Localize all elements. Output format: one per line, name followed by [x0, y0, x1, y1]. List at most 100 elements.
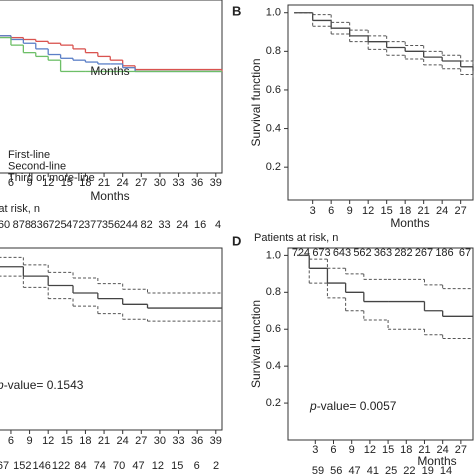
at-risk-number: 15: [171, 460, 183, 472]
x-tick-label: 18: [79, 435, 91, 447]
x-tick-label: 30: [154, 435, 166, 447]
plot-frame: [0, 247, 223, 431]
y-tick-label: 0.6: [266, 323, 281, 335]
x-tick-label: 12: [362, 205, 374, 217]
x-tick-label: 15: [382, 444, 394, 456]
p-symbol: p: [309, 399, 317, 413]
at-risk-number: 56: [330, 465, 342, 474]
plot-frame: [0, 0, 223, 174]
x-axis-label: Months: [90, 189, 129, 203]
at-risk-number: 12: [152, 460, 164, 472]
at-risk-number: 74: [94, 460, 106, 472]
x-tick-label: 6: [8, 435, 14, 447]
risk-label: Patients at risk, n: [254, 232, 338, 244]
x-tick-label: 18: [79, 177, 91, 189]
panel-letter: B: [232, 3, 241, 18]
p-value: p-value= 0.1543: [0, 378, 84, 392]
x-tick-label: 12: [364, 444, 376, 456]
at-risk-number: 25: [385, 465, 397, 474]
x-tick-label: 12: [42, 435, 54, 447]
annotation: Months: [90, 64, 129, 78]
p-value: p-value= 0.0057: [309, 399, 397, 413]
at-risk-number: 82: [141, 219, 153, 231]
x-tick-label: 21: [98, 177, 110, 189]
x-tick-label: 36: [191, 435, 203, 447]
at-risk-number: 673: [312, 247, 330, 259]
plot-frame: [287, 247, 474, 441]
at-risk-number: 186: [435, 247, 453, 259]
y-axis-label: Survival function: [249, 300, 263, 388]
x-tick-label: 6: [8, 177, 14, 189]
at-risk-number: 377: [84, 219, 102, 231]
x-tick-label: 9: [347, 205, 353, 217]
p-label: -value=: [317, 399, 360, 413]
at-risk-number: 122: [52, 460, 70, 472]
at-risk-number: 4: [215, 219, 221, 231]
at-risk-number: 363: [374, 247, 392, 259]
risk-label: Patients at risk, n: [0, 203, 40, 215]
plot-frame: [287, 4, 474, 201]
x-tick-label: 15: [61, 435, 73, 447]
at-risk-number: 33: [158, 219, 170, 231]
x-tick-label: 24: [436, 205, 448, 217]
at-risk-number: 24: [176, 219, 188, 231]
at-risk-number: 67: [459, 247, 471, 259]
legend-entry: Third or more-line: [8, 172, 95, 184]
at-risk-number: 878: [13, 219, 31, 231]
at-risk-number: 41: [367, 465, 379, 474]
at-risk-number: 643: [333, 247, 351, 259]
y-tick-label: 0.2: [266, 161, 281, 173]
p-number: 0.1543: [47, 378, 84, 392]
x-tick-label: 9: [349, 444, 355, 456]
x-axis-label: Months: [390, 216, 429, 230]
x-tick-label: 3: [310, 205, 316, 217]
x-tick-label: 36: [191, 177, 203, 189]
at-risk-number: 282: [394, 247, 412, 259]
x-tick-label: 30: [154, 177, 166, 189]
legend-entry: Second-line: [8, 160, 66, 172]
at-risk-number: 267: [415, 247, 433, 259]
x-tick-label: 27: [135, 177, 147, 189]
at-risk-number: 70: [113, 460, 125, 472]
x-tick-label: 39: [210, 435, 222, 447]
at-risk-number: 562: [353, 247, 371, 259]
x-tick-label: 3: [312, 444, 318, 456]
at-risk-number: 2: [213, 460, 219, 472]
y-tick-label: 1.0: [266, 249, 281, 261]
x-axis-label: Months: [417, 454, 456, 468]
legend-entry: First-line: [8, 149, 50, 161]
x-tick-label: 12: [42, 177, 54, 189]
y-tick-label: 0.4: [266, 360, 281, 372]
at-risk-number: 356: [102, 219, 120, 231]
x-tick-label: 18: [399, 205, 411, 217]
at-risk-number: 14: [440, 465, 452, 474]
at-risk-number: 47: [132, 460, 144, 472]
x-tick-label: 27: [455, 205, 467, 217]
x-tick-label: 39: [210, 177, 222, 189]
at-risk-number: 725: [48, 219, 66, 231]
at-risk-number: 6: [194, 460, 200, 472]
y-tick-label: 0.2: [266, 397, 281, 409]
y-tick-label: 0.8: [266, 45, 281, 57]
x-tick-label: 27: [135, 435, 147, 447]
x-tick-label: 24: [437, 444, 449, 456]
y-axis-label: Survival function: [249, 58, 263, 146]
x-tick-label: 27: [455, 444, 467, 456]
y-tick-label: 0.6: [266, 84, 281, 96]
x-tick-label: 15: [381, 205, 393, 217]
at-risk-number: 67: [0, 460, 9, 472]
at-risk-number: 836: [30, 219, 48, 231]
at-risk-number: 146: [33, 460, 51, 472]
x-tick-label: 21: [418, 444, 430, 456]
x-tick-label: 33: [172, 177, 184, 189]
x-tick-label: 6: [330, 444, 336, 456]
y-tick-label: 1.0: [266, 7, 281, 19]
at-risk-number: 84: [74, 460, 86, 472]
at-risk-number: 22: [403, 465, 415, 474]
x-tick-label: 18: [400, 444, 412, 456]
x-tick-label: 33: [172, 435, 184, 447]
at-risk-number: 59: [312, 465, 324, 474]
panel-letter: D: [232, 233, 241, 248]
x-tick-label: 15: [61, 177, 73, 189]
p-symbol: p: [0, 378, 4, 392]
